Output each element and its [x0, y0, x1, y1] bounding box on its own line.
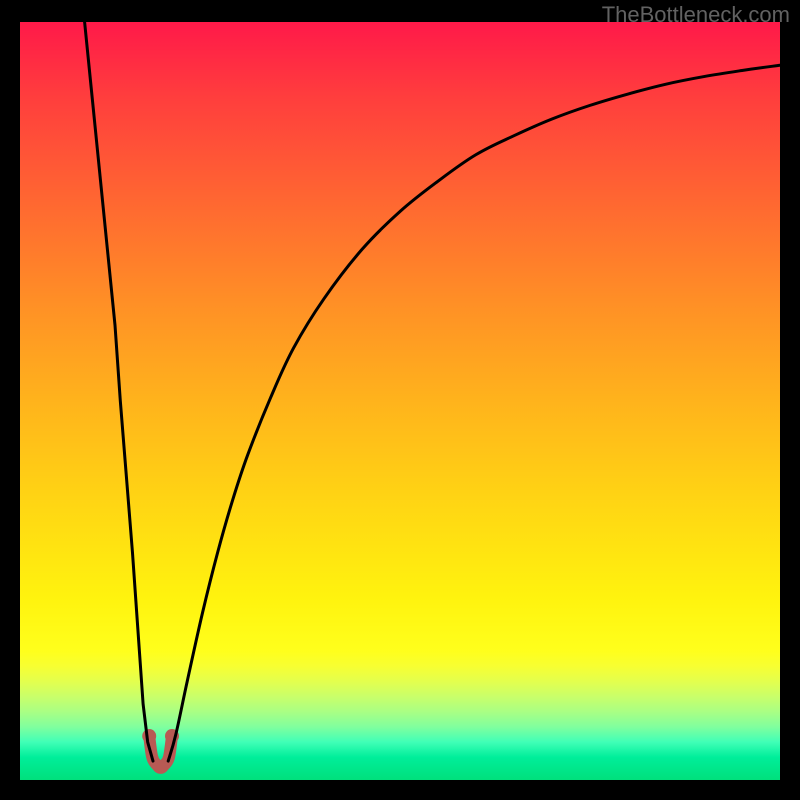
- chart-container: TheBottleneck.com: [0, 0, 800, 800]
- watermark-label: TheBottleneck.com: [602, 2, 790, 28]
- plot-svg: [20, 22, 780, 780]
- gradient-background: [20, 22, 780, 780]
- plot-area: [20, 22, 780, 780]
- valley-endpoint-left: [142, 729, 156, 743]
